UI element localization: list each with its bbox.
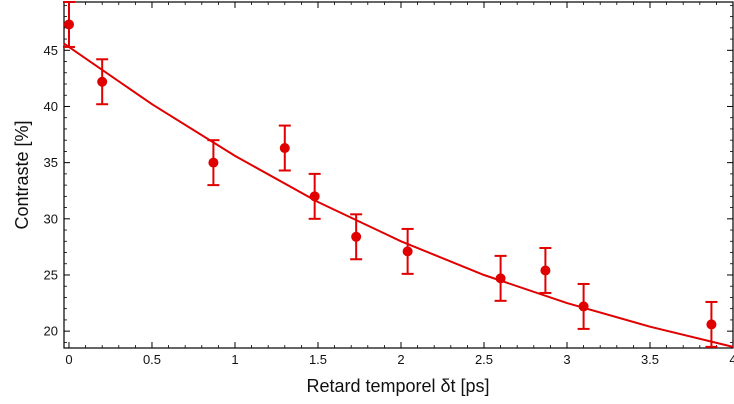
data-point bbox=[208, 157, 219, 168]
data-point bbox=[495, 273, 506, 284]
data-point bbox=[402, 246, 413, 257]
y-tick-label: 25 bbox=[44, 267, 58, 282]
data-point bbox=[706, 319, 717, 330]
x-tick-label: 1.5 bbox=[309, 352, 327, 367]
y-tick-label: 20 bbox=[44, 324, 58, 339]
data-point bbox=[97, 76, 108, 87]
data-point bbox=[540, 265, 551, 276]
fit-line-layer bbox=[63, 42, 734, 348]
y-tick-label: 45 bbox=[44, 43, 58, 58]
y-axis-title: Contraste [%] bbox=[12, 120, 32, 229]
data-point bbox=[279, 143, 290, 154]
x-tick-label: 0.5 bbox=[143, 352, 161, 367]
data-point bbox=[309, 191, 320, 202]
axis-ticks bbox=[64, 2, 734, 348]
x-tick-label: 1 bbox=[231, 352, 238, 367]
fit-line bbox=[63, 42, 734, 348]
plot-area-frame bbox=[63, 1, 734, 349]
data-point bbox=[578, 301, 589, 312]
x-tick-label: 4 bbox=[729, 352, 734, 367]
x-tick-label: 2.5 bbox=[475, 352, 493, 367]
data-points-layer bbox=[62, 1, 718, 348]
y-tick-label: 35 bbox=[44, 155, 58, 170]
x-tick-label: 0 bbox=[65, 352, 72, 367]
x-axis-title: Retard temporel δt [ps] bbox=[306, 376, 489, 396]
x-tick-label: 2 bbox=[397, 352, 404, 367]
y-tick-label: 30 bbox=[44, 211, 58, 226]
data-point bbox=[63, 19, 74, 30]
data-point bbox=[351, 231, 362, 242]
tick-labels-layer: 0 0.5 1 1.5 2 2.5 3 3.5 4 20 25 30 35 40 45 bbox=[44, 43, 734, 367]
x-tick-label: 3 bbox=[563, 352, 570, 367]
x-tick-label: 3.5 bbox=[641, 352, 659, 367]
y-tick-label: 40 bbox=[44, 99, 58, 114]
